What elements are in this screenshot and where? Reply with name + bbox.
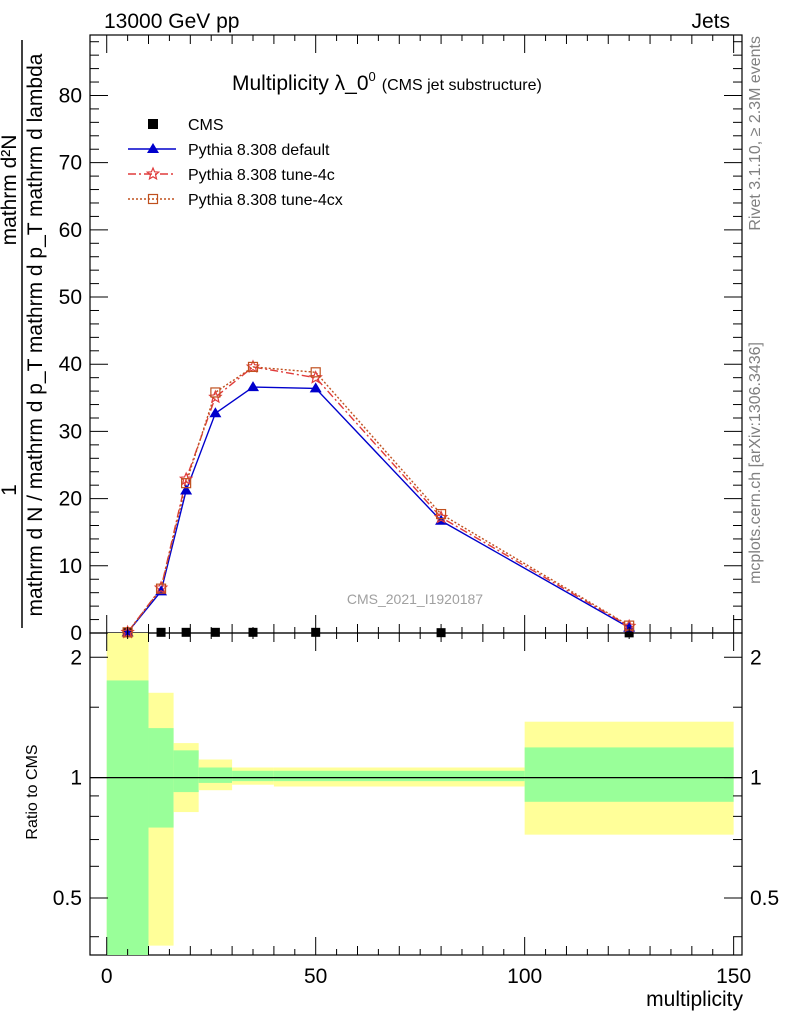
data-point-s0-3	[210, 627, 220, 637]
data-point-s3-6	[435, 508, 447, 520]
ratio-ytick-label-left-2: 2	[70, 646, 82, 669]
ratio-ytick-label-right-1: 1	[750, 767, 762, 790]
main-ytick-label-20: 20	[59, 488, 82, 511]
y-axis-label: 1 mathrm d²N mathrm d N / mathrm d p_T m…	[0, 40, 47, 628]
series-line-3	[127, 366, 630, 633]
ratio-band-inner-4	[232, 770, 274, 782]
data-point-s2-2	[178, 471, 194, 486]
series-line-2	[127, 366, 630, 633]
main-ytick-label-80: 80	[59, 84, 82, 107]
legend-marker-3	[147, 193, 159, 205]
ratio-bands	[106, 633, 734, 955]
main-ytick-label-50: 50	[59, 286, 82, 309]
main-ytick-label-70: 70	[59, 152, 82, 175]
data-point-s1-2	[180, 484, 193, 495]
main-series-lines	[127, 366, 630, 633]
main-ytick-label-40: 40	[59, 353, 82, 376]
ratio-band-inner-3	[198, 767, 233, 783]
xtick-label-0: 0	[101, 965, 113, 988]
ratio-ytick-label-right-0.5: 0.5	[750, 887, 779, 910]
legend-marker-0	[148, 119, 158, 129]
xtick-label-100: 100	[507, 965, 542, 988]
plot-title-main: Multiplicity λ_0	[232, 72, 369, 95]
ratio-band-inner-2	[173, 750, 199, 793]
axis-tick-labels: 0 10 20 30 40 50 60 70 80 0 50 100 150 0.5 0.5 1 1 2 2	[53, 84, 779, 988]
side-text-mcplots: mcplots.cern.ch [arXiv:1306.3436]	[747, 342, 764, 584]
y-label-numerator: mathrm d²N	[0, 135, 21, 246]
legend-label-2: Pythia 8.308 tune-4c	[188, 167, 335, 184]
ratio-ytick-label-left-0.5: 0.5	[53, 887, 82, 910]
analysis-watermark: CMS_2021_I1920187	[347, 591, 483, 607]
ratio-ytick-label-left-1: 1	[70, 767, 82, 790]
legend-label-3: Pythia 8.308 tune-4cx	[188, 192, 343, 209]
data-point-s1-4	[247, 381, 259, 392]
legend-marker-2	[145, 166, 161, 181]
data-point-s3-4	[247, 361, 259, 373]
plot-subtitle: (CMS jet substructure)	[382, 77, 542, 94]
y-label-one: 1	[0, 484, 21, 496]
data-point-s3-3	[210, 387, 221, 398]
data-point-s3-1	[155, 583, 167, 594]
ratio-band-inner-5	[273, 770, 358, 782]
legend-marker-1	[147, 143, 159, 153]
side-text-rivet: Rivet 3.1.10, ≥ 2.3M events	[747, 36, 764, 231]
data-point-s1-3	[209, 407, 222, 418]
plot-title: Multiplicity λ_00 (CMS jet substructure)	[232, 69, 542, 95]
legend-label-0: CMS	[188, 117, 224, 134]
ratio-plot-frame	[89, 632, 743, 956]
data-point-s0-1	[156, 627, 166, 637]
legend-label-1: Pythia 8.308 default	[188, 142, 330, 159]
axis-ticks	[90, 35, 742, 955]
xtick-label-150: 150	[716, 965, 751, 988]
data-point-s1-5	[309, 382, 322, 393]
x-axis-label: multiplicity	[646, 988, 743, 1011]
header-category-label: Jets	[691, 10, 730, 33]
main-ytick-label-0: 0	[70, 622, 82, 645]
xtick-label-50: 50	[304, 965, 327, 988]
y-label-denominator: mathrm d N / mathrm d p_T mathrm d p_T m…	[24, 53, 47, 616]
ratio-ytick-label-right-2: 2	[750, 646, 762, 669]
data-point-s3-5	[310, 367, 321, 378]
plot-title-superscript: 0	[369, 69, 376, 84]
ratio-band-inner-6	[357, 770, 525, 782]
header-collision-label: 13000 GeV pp	[104, 10, 239, 33]
legend: CMS Pythia 8.308 default Pythia 8.308 tune…	[128, 117, 343, 209]
ratio-band-inner-0	[106, 680, 149, 955]
series-line-1	[127, 386, 630, 633]
main-ytick-label-30: 30	[59, 420, 82, 443]
data-point-s3-2	[181, 478, 192, 489]
ratio-band-inner-7	[524, 747, 734, 802]
main-ytick-label-10: 10	[59, 555, 82, 578]
main-ytick-label-60: 60	[59, 219, 82, 242]
ratio-axis-label: Ratio to CMS	[24, 744, 41, 839]
data-point-s0-2	[181, 627, 191, 637]
